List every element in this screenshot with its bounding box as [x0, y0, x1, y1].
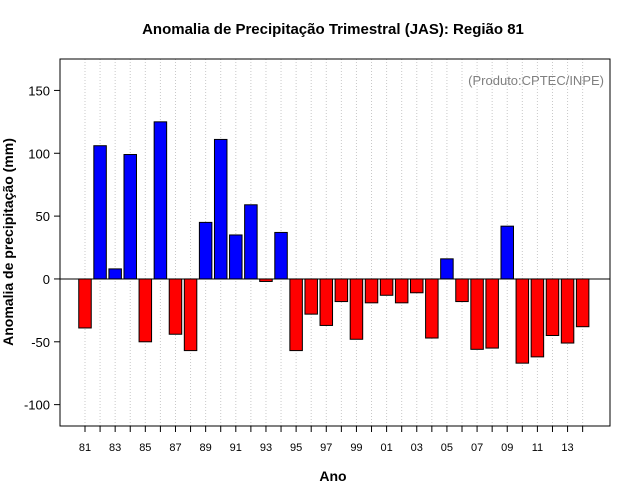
- bar-09: [500, 225, 514, 280]
- x-tick-label: 91: [230, 442, 242, 454]
- chart-subtitle: (Produto:CPTEC/INPE): [468, 73, 604, 88]
- x-tick-label: 99: [350, 442, 362, 454]
- y-tick-label: 100: [28, 146, 50, 161]
- bar-84: [123, 154, 137, 280]
- bar-93: [259, 278, 273, 282]
- bar-94: [274, 231, 288, 280]
- y-tick-label: -50: [31, 335, 50, 350]
- y-axis: -100 -50 0 50 100 150: [24, 83, 60, 413]
- x-tick-label: 89: [200, 442, 212, 454]
- x-tick-label: 83: [109, 442, 121, 454]
- bar-98: [334, 278, 349, 303]
- x-tick-label: 11: [532, 442, 543, 454]
- x-tick-label: 81: [79, 442, 91, 454]
- x-tick-label: 85: [139, 442, 151, 454]
- bar-11: [530, 278, 545, 358]
- bar-88: [183, 278, 198, 352]
- bar-01: [379, 278, 394, 296]
- y-axis-label: Anomalia de precipitação (mm): [0, 138, 16, 346]
- bar-83: [108, 268, 122, 280]
- x-tick-label: 87: [169, 442, 181, 454]
- bar-90: [213, 138, 228, 280]
- bar-86: [153, 121, 168, 280]
- bars: [78, 121, 590, 364]
- bar-13: [560, 278, 575, 344]
- bar-12: [545, 278, 560, 337]
- x-tick-label: 05: [441, 442, 453, 454]
- chart-title: Anomalia de Precipitação Trimestral (JAS…: [142, 21, 524, 38]
- x-tick-label: 09: [501, 442, 513, 454]
- x-tick-label: 95: [290, 442, 302, 454]
- bar-06: [455, 278, 469, 303]
- x-tick-label: 97: [320, 442, 332, 454]
- bar-95: [289, 278, 303, 352]
- bar-96: [304, 278, 318, 315]
- x-axis: 81 83 85 87 89 91 93 95 97 99 01 03 05 07 09 11 13: [79, 426, 584, 454]
- bar-14: [575, 278, 590, 328]
- bar-89: [198, 221, 213, 280]
- bar-99: [349, 278, 364, 340]
- bar-85: [138, 278, 153, 343]
- y-tick-label: 0: [43, 272, 50, 287]
- bar-91: [229, 234, 243, 280]
- bar-00: [364, 278, 379, 304]
- plot-frame: [59, 58, 611, 427]
- bar-07: [470, 278, 484, 350]
- y-tick-label: -100: [24, 398, 50, 413]
- y-tick-label: 150: [28, 83, 50, 98]
- bar-82: [93, 145, 107, 280]
- x-tick-label: 93: [260, 442, 272, 454]
- x-tick-label: 07: [471, 442, 483, 454]
- bar-92: [244, 204, 258, 280]
- bar-10: [515, 278, 530, 364]
- x-tick-label: 01: [380, 442, 392, 454]
- bar-81: [78, 278, 92, 329]
- x-axis-label: Ano: [319, 468, 346, 484]
- bar-08: [485, 278, 499, 349]
- y-tick-label: 50: [36, 209, 50, 224]
- bar-05: [440, 258, 454, 280]
- bar-03: [410, 278, 424, 294]
- bar-04: [425, 278, 439, 339]
- x-tick-label: 13: [561, 442, 573, 454]
- bar-02: [394, 278, 409, 304]
- bar-97: [319, 278, 334, 326]
- x-tick-label: 03: [411, 442, 423, 454]
- bar-87: [168, 278, 183, 335]
